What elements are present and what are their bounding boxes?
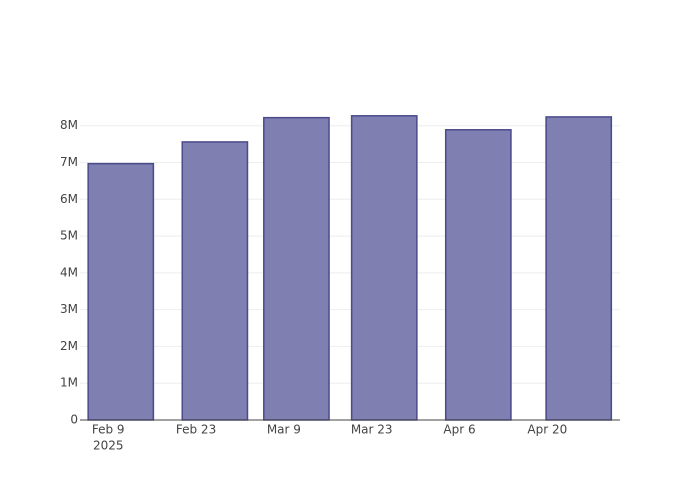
y-tick-label: 3M <box>60 302 78 316</box>
y-tick-label: 7M <box>60 155 78 169</box>
y-tick-label: 8M <box>60 118 78 132</box>
y-tick-label: 1M <box>60 376 78 390</box>
bar <box>87 162 155 421</box>
bar <box>444 129 512 421</box>
x-year-label: 2025 <box>93 439 124 453</box>
x-tick-label: Mar 23 <box>351 423 393 437</box>
bar <box>545 116 613 421</box>
y-tick-label: 4M <box>60 265 78 279</box>
bar <box>181 141 249 421</box>
y-tick-label: 0 <box>70 413 78 427</box>
x-tick-label: Apr 20 <box>527 423 567 437</box>
x-tick-label: Feb 23 <box>176 423 216 437</box>
bar <box>350 115 418 421</box>
x-tick-label: Mar 9 <box>267 423 301 437</box>
x-tick-label: Apr 6 <box>443 423 475 437</box>
y-tick-label: 2M <box>60 339 78 353</box>
y-tick-label: 6M <box>60 192 78 206</box>
bar <box>263 116 330 421</box>
x-tick-label: Feb 9 <box>92 423 125 437</box>
y-tick-label: 5M <box>60 229 78 243</box>
